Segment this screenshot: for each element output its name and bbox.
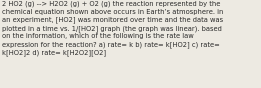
Text: 2 HO2 (g) --> H2O2 (g) + O2 (g) the reaction represented by the
chemical equatio: 2 HO2 (g) --> H2O2 (g) + O2 (g) the reac…: [2, 1, 223, 56]
